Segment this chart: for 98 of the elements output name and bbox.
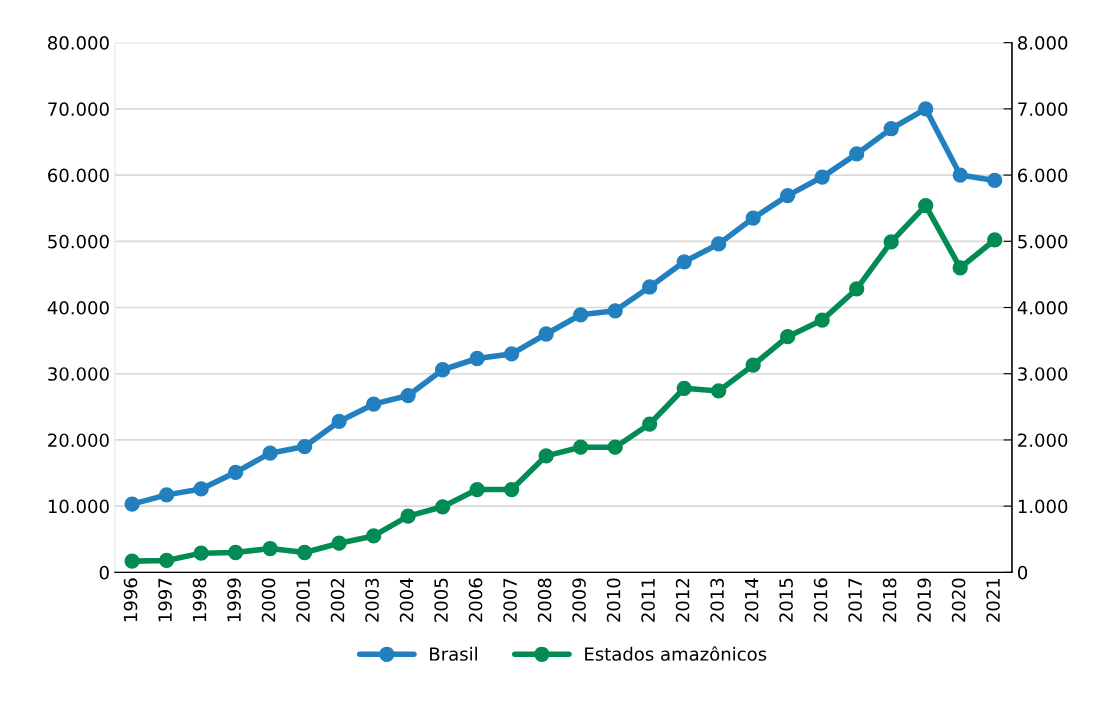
y-tick-label: 70.000: [48, 102, 109, 116]
y2-tick-label: 8.000: [1018, 36, 1068, 50]
point: [607, 303, 623, 319]
x-tick-label: 2018: [882, 578, 897, 622]
x-tick-label: 2009: [572, 578, 586, 622]
point: [158, 487, 175, 503]
point: [987, 232, 1003, 248]
y2-tick-label: 2.000: [1018, 433, 1068, 448]
point: [193, 481, 209, 497]
point: [193, 545, 209, 561]
x-tick-label: 2003: [365, 578, 379, 622]
point: [814, 169, 830, 185]
point: [227, 464, 244, 481]
point: [538, 448, 554, 464]
point: [745, 357, 761, 373]
point: [676, 380, 692, 396]
y-tick-label: 0: [99, 565, 109, 580]
y-tick-label: 60.000: [48, 168, 109, 183]
point: [538, 326, 554, 342]
point: [124, 553, 140, 569]
y2-tick-label: 3.000: [1018, 367, 1068, 381]
x-tick-label: 2015: [779, 578, 793, 622]
point: [366, 528, 382, 544]
x-tick-label: 1997: [158, 578, 172, 622]
point: [366, 396, 382, 412]
point: [849, 281, 865, 297]
point: [745, 210, 761, 226]
point: [400, 508, 416, 524]
x-tick-label: 1998: [192, 578, 207, 622]
y2-tick-label: 0: [1018, 565, 1028, 580]
point: [849, 146, 865, 162]
point: [607, 439, 623, 455]
y-tick-label: 50.000: [48, 234, 109, 249]
point: [987, 172, 1003, 189]
y2-tick-label: 6.000: [1018, 168, 1068, 183]
point: [469, 350, 485, 367]
legend-label: Estados amazônicos: [585, 646, 767, 661]
point: [227, 544, 244, 561]
x-tick-label: 2004: [399, 578, 414, 622]
point: [952, 260, 968, 276]
point: [262, 540, 278, 557]
point: [504, 481, 520, 498]
point: [711, 236, 727, 252]
x-tick-label: 2017: [848, 578, 862, 622]
point: [469, 481, 485, 498]
point: [262, 445, 278, 461]
point: [676, 254, 692, 270]
point: [918, 101, 934, 117]
x-tick-label: 2012: [675, 579, 690, 622]
point: [573, 439, 589, 455]
point: [296, 544, 313, 561]
x-tick-label: 2001: [296, 578, 310, 622]
x-tick-label: 2006: [468, 578, 483, 622]
legend-label: Brasil: [430, 646, 477, 661]
x-tick-label: 2020: [951, 578, 966, 622]
point: [780, 187, 796, 204]
x-tick-label: 2014: [744, 578, 759, 622]
point: [158, 552, 175, 569]
x-tick-label: 2011: [641, 578, 655, 622]
point: [711, 383, 727, 399]
point: [642, 279, 658, 295]
y2-tick-label: 7.000: [1018, 102, 1068, 116]
x-tick-label: 2013: [710, 578, 724, 622]
point: [435, 499, 451, 515]
x-tick-label: 2005: [434, 578, 448, 622]
point: [642, 416, 658, 432]
point: [918, 197, 934, 214]
point: [780, 329, 796, 345]
x-tick-label: 2000: [261, 578, 276, 622]
y-tick-label: 30.000: [48, 367, 109, 381]
y2-tick-label: 5.000: [1018, 234, 1068, 249]
x-tick-label: 2010: [606, 578, 621, 622]
y-tick-label: 20.000: [48, 433, 109, 448]
y-tick-label: 10.000: [48, 499, 109, 514]
point: [883, 234, 899, 250]
x-tick-label: 1999: [227, 578, 241, 622]
point: [952, 167, 968, 183]
x-tick-label: 2007: [503, 578, 517, 622]
y-tick-label: 40.000: [47, 300, 109, 315]
x-tick-label: 2002: [330, 579, 345, 622]
y2-tick-label: 4.000: [1017, 300, 1068, 315]
point: [124, 496, 140, 512]
x-tick-label: 2021: [986, 578, 1000, 622]
point: [331, 535, 347, 551]
point: [400, 387, 416, 404]
y2-tick-label: 1.000: [1018, 499, 1068, 514]
point: [331, 413, 347, 430]
point: [814, 312, 830, 328]
point: [883, 121, 899, 137]
y-tick-label: 80.000: [48, 36, 109, 50]
point: [573, 307, 589, 323]
point: [296, 438, 313, 455]
x-tick-label: 2019: [917, 578, 931, 622]
point: [504, 346, 520, 362]
x-tick-label: 1996: [123, 578, 138, 622]
x-tick-label: 2016: [813, 578, 828, 622]
point: [435, 362, 451, 378]
x-tick-label: 2008: [537, 578, 552, 622]
